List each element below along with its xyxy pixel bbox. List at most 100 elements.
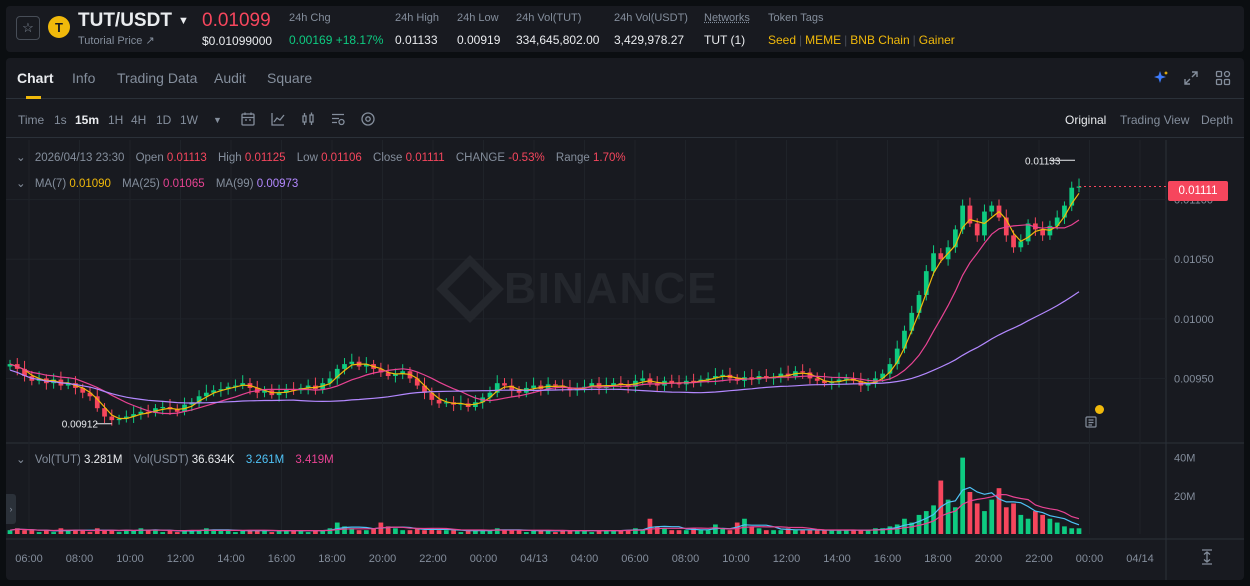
volume-bar — [785, 528, 791, 534]
candle-body — [931, 253, 936, 272]
volume-bar — [87, 532, 93, 534]
calendar-icon[interactable] — [240, 111, 256, 127]
tab-chart[interactable]: Chart — [17, 70, 54, 86]
volume-bar — [669, 530, 675, 534]
volume-bar — [131, 530, 136, 534]
volume-bar — [698, 530, 704, 534]
volume-bar — [174, 532, 180, 534]
note-icon[interactable] — [1084, 415, 1098, 429]
volume-bar — [523, 532, 529, 534]
volume-bar — [240, 530, 246, 534]
candle-body — [240, 383, 246, 386]
volume-bar — [836, 530, 842, 534]
candle-body — [102, 408, 107, 417]
volume-bar — [654, 526, 660, 534]
volume-bar — [909, 522, 915, 534]
interval-1d[interactable]: 1D — [156, 113, 172, 127]
view-depth[interactable]: Depth — [1201, 113, 1234, 127]
tab-audit[interactable]: Audit — [214, 70, 246, 86]
candle-body — [953, 229, 958, 248]
tutorial-price-link[interactable]: Tutorial Price ↗ — [78, 35, 155, 47]
tag-meme[interactable]: MEME — [805, 33, 842, 47]
ai-sparkle-icon[interactable] — [1151, 68, 1171, 88]
collapse-chevron-icon[interactable]: ⌄ — [16, 178, 26, 190]
volume-bar — [618, 530, 624, 534]
interval-1s[interactable]: 1s — [54, 113, 67, 127]
time-tick-label: 06:00 — [15, 553, 43, 565]
target-icon[interactable] — [360, 111, 376, 127]
expand-left-icon[interactable]: › — [6, 494, 16, 524]
volume-bar — [43, 530, 49, 534]
volume-bar — [298, 530, 304, 534]
interval-time[interactable]: Time — [18, 113, 45, 127]
view-original[interactable]: Original — [1065, 113, 1107, 127]
notification-dot[interactable] — [1095, 405, 1104, 414]
collapse-chevron-icon[interactable]: ⌄ — [16, 152, 26, 164]
view-trading-view[interactable]: Trading View — [1120, 113, 1190, 127]
volume-bar — [953, 507, 958, 534]
time-tick-label: 04/13 — [520, 553, 548, 565]
candlestick-chart[interactable]: 0.011000.010500.010000.0095006:0008:0010… — [6, 58, 1244, 580]
volume-bar — [247, 530, 253, 534]
volume-bar — [153, 530, 158, 534]
tab-trading-data[interactable]: Trading Data — [117, 70, 198, 86]
volume-bar — [305, 532, 311, 534]
ma-legend: ⌄ MA(7) 0.01090 MA(25) 0.01065 MA(99) 0.… — [16, 178, 299, 190]
tag-seed[interactable]: Seed — [768, 33, 797, 47]
interval-4h[interactable]: 4H — [131, 113, 147, 127]
candle-body — [916, 294, 922, 313]
volume-bar — [705, 530, 711, 534]
volume-bar — [356, 530, 362, 534]
volume-bar — [458, 532, 464, 534]
time-tick-label: 00:00 — [470, 553, 498, 565]
time-tick-label: 00:00 — [1076, 553, 1104, 565]
volume-bar — [65, 530, 71, 534]
tag-gainer[interactable]: Gainer — [918, 33, 955, 47]
volume-bar — [1025, 518, 1031, 534]
settings-list-icon[interactable] — [330, 111, 346, 127]
volume-bar — [393, 528, 398, 534]
volume-bar — [313, 530, 318, 534]
fullscreen-icon[interactable] — [1181, 68, 1201, 88]
time-tick-label: 14:00 — [823, 553, 851, 565]
tab-square[interactable]: Square — [267, 70, 313, 86]
interval-15m[interactable]: 15m — [75, 113, 100, 127]
volume-bar — [509, 530, 515, 534]
candle-body — [378, 368, 384, 373]
interval-1w[interactable]: 1W — [180, 113, 198, 127]
candle-body — [385, 372, 391, 377]
pair-selector[interactable]: TUT/USDT ▼ — [78, 10, 189, 32]
collapse-chevron-icon[interactable]: ⌄ — [16, 454, 26, 466]
volume-bar — [138, 528, 144, 534]
stat-networks[interactable]: Networks TUT (1) — [704, 12, 750, 47]
volume-bar — [291, 530, 296, 534]
candle-body — [233, 385, 238, 387]
volume-bar — [887, 526, 893, 534]
tab-info[interactable]: Info — [72, 70, 96, 86]
favorite-star-icon[interactable]: ☆ — [16, 16, 40, 40]
candle-body — [203, 392, 209, 397]
time-tick-label: 12:00 — [773, 553, 801, 565]
candle-body — [1054, 217, 1060, 226]
candle-body — [429, 392, 435, 400]
coin-logo-icon: T — [48, 16, 70, 38]
candle-body — [225, 386, 231, 390]
candle-body — [705, 378, 711, 380]
volume-bar — [502, 530, 507, 534]
indicator-icon[interactable] — [270, 111, 286, 127]
candle-type-icon[interactable] — [300, 111, 316, 127]
ma7-line — [9, 192, 1080, 420]
volume-bar — [982, 511, 987, 534]
volume-bar — [683, 530, 689, 534]
candle-body — [785, 373, 791, 377]
interval-1h[interactable]: 1H — [108, 113, 124, 127]
volume-bar — [451, 530, 456, 534]
layout-grid-icon[interactable] — [1213, 68, 1233, 88]
interval-dropdown-icon[interactable]: ▼ — [213, 115, 222, 125]
volume-bar — [800, 530, 806, 534]
auto-scale-icon[interactable] — [1198, 548, 1216, 566]
candle-body — [960, 205, 966, 230]
tag-bnb-chain[interactable]: BNB Chain — [850, 33, 910, 47]
volume-bar — [494, 528, 500, 534]
time-tick-label: 04:00 — [571, 553, 599, 565]
